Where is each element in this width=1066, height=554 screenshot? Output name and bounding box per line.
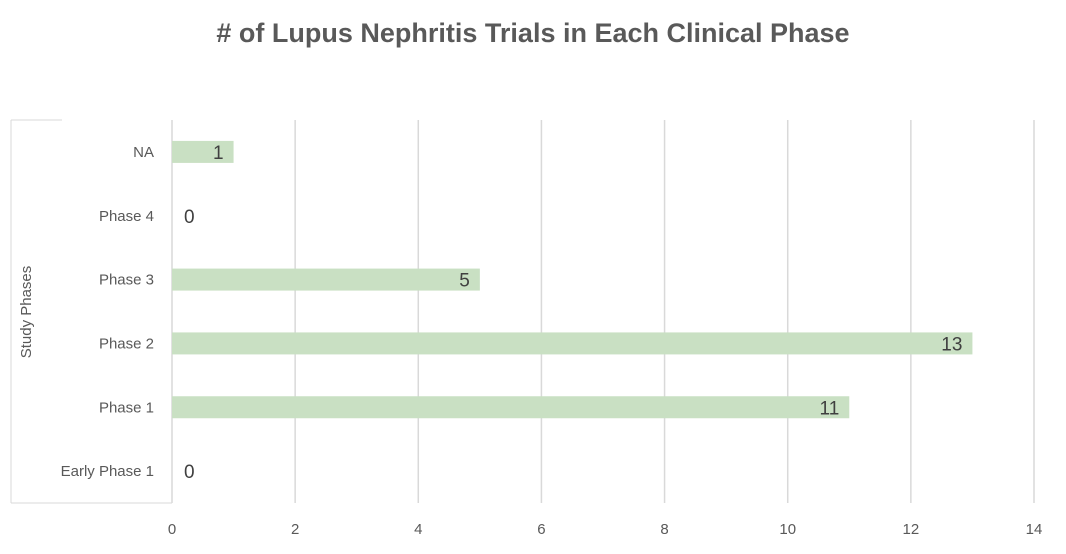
- bar-phase-3: [172, 268, 480, 291]
- data-label-phase-3: 5: [459, 271, 470, 292]
- x-tick-labels: 0 2 4 6 8 10 12 14: [168, 521, 1043, 538]
- data-labels: 0 11 13 5 0 1: [184, 143, 962, 483]
- gridlines: [171, 120, 1035, 503]
- category-label-na: NA: [133, 144, 154, 161]
- x-tick-label-6: 6: [537, 521, 545, 538]
- bar-phase-2: [172, 332, 973, 355]
- x-tick-label-0: 0: [168, 521, 176, 538]
- category-label-phase-1: Phase 1: [99, 399, 154, 416]
- data-label-phase-4: 0: [184, 207, 195, 228]
- data-label-phase-2: 13: [941, 334, 962, 355]
- x-tick-label-4: 4: [414, 521, 422, 538]
- category-label-phase-2: Phase 2: [99, 335, 154, 352]
- y-axis-title: Study Phases: [18, 266, 35, 359]
- x-tick-label-2: 2: [291, 521, 299, 538]
- data-label-phase-1: 11: [820, 398, 840, 419]
- category-label-phase-3: Phase 3: [99, 272, 154, 289]
- x-tick-label-14: 14: [1026, 521, 1043, 538]
- plot-frame: [10, 119, 172, 504]
- category-label-phase-4: Phase 4: [99, 208, 154, 225]
- bar-phase-1: [172, 396, 850, 419]
- bars: [172, 140, 973, 419]
- x-tick-label-10: 10: [779, 521, 796, 538]
- category-labels: Early Phase 1 Phase 1 Phase 2 Phase 3 Phase …: [61, 144, 154, 480]
- data-label-na: 1: [213, 143, 224, 164]
- x-tick-label-12: 12: [903, 521, 920, 538]
- category-label-early-phase-1: Early Phase 1: [61, 463, 154, 480]
- bar-na: [172, 140, 234, 163]
- x-tick-label-8: 8: [660, 521, 668, 538]
- data-label-early-phase-1: 0: [184, 462, 195, 483]
- chart-title: # of Lupus Nephritis Trials in Each Clin…: [216, 18, 850, 48]
